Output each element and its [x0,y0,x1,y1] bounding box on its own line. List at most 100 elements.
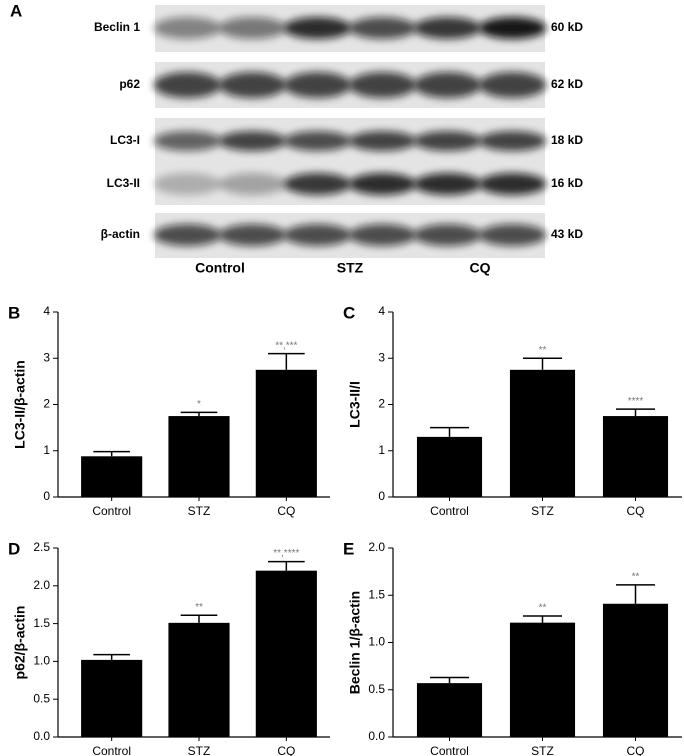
blot-band [283,173,352,195]
significance-label: **,**** [273,548,299,559]
bar [416,436,483,497]
blot-band [348,173,417,195]
blot-band [283,131,352,151]
significance-label: ** [195,602,203,613]
panel-label: C [343,303,355,322]
bar [255,570,317,737]
blot-band [218,224,287,246]
panel-label: E [343,539,354,558]
blot-band [348,224,417,246]
x-tick-label: STZ [188,744,211,756]
blot-band [153,224,222,246]
blot-band [413,72,482,98]
x-tick-label: CQ [277,744,295,756]
y-tick-label: 0.0 [368,729,385,743]
x-tick-label: CQ [627,504,645,518]
y-tick-label: 1.5 [33,616,50,630]
y-axis-label: p62/β-actin [12,606,28,680]
blot-row-label: β-actin [101,227,140,241]
blot-band [348,131,417,151]
blot-band [283,224,352,246]
blot-band [413,17,482,39]
bar [168,622,230,737]
blot-group-label: CQ [470,260,491,276]
bar [416,683,483,737]
blot-size-label: 16 kD [551,176,583,190]
y-tick-label: 0.5 [368,682,385,696]
blot-size-label: 43 kD [551,227,583,241]
significance-label: **** [628,396,644,407]
bar [602,416,669,497]
blot-band [218,173,287,195]
x-tick-label: Control [92,504,131,518]
significance-label: ** [632,571,640,582]
y-tick-label: 0 [43,489,50,503]
y-tick-label: 1.5 [368,587,385,601]
x-tick-label: CQ [627,744,645,756]
blot-band [153,17,222,39]
y-tick-label: 1 [378,443,385,457]
blot-band [478,224,547,246]
blot-band [478,17,547,39]
x-tick-label: CQ [277,504,295,518]
bar [81,456,143,497]
significance-label: ** [539,603,547,614]
blot-size-label: 18 kD [551,133,583,147]
x-tick-label: Control [92,744,131,756]
bar [509,622,576,737]
significance-label: **,*** [275,340,297,351]
y-tick-label: 0.5 [33,691,50,705]
x-tick-label: STZ [531,744,554,756]
blot-band [218,17,287,39]
blot-band [413,173,482,195]
blot-band [478,173,547,195]
blot-band [218,72,287,98]
x-tick-label: STZ [188,504,211,518]
x-tick-label: Control [430,504,469,518]
x-tick-label: Control [430,744,469,756]
bar [168,416,230,497]
y-axis-label: LC3-II/I [347,381,363,428]
y-tick-label: 3 [378,350,385,364]
blot-band [283,17,352,39]
blot-strip [155,118,545,205]
blot-row-label: Beclin 1 [94,20,140,34]
y-tick-label: 3 [43,350,50,364]
blot-band [413,131,482,151]
blot-row-label: LC3-II [107,176,140,190]
blot-band [218,131,287,151]
blot-group-label: Control [195,260,245,276]
y-tick-label: 2.5 [33,540,50,554]
blot-band [348,17,417,39]
y-tick-label: 0.0 [33,729,50,743]
bar [255,369,317,497]
significance-label: * [197,399,201,410]
y-tick-label: 1.0 [33,654,50,668]
blot-row-label: p62 [119,77,140,91]
y-tick-label: 1.0 [368,635,385,649]
blot-group-label: STZ [337,260,364,276]
blot-band [153,173,222,195]
blot-band [153,72,222,98]
y-tick-label: 2 [43,397,50,411]
blot-row-label: LC3-I [110,133,140,147]
bar [602,603,669,737]
y-axis-label: LC3-II/β-actin [12,360,28,449]
panel-label: D [8,539,20,558]
blot-size-label: 60 kD [551,20,583,34]
x-tick-label: STZ [531,504,554,518]
y-tick-label: 0 [378,489,385,503]
blot-band [348,72,417,98]
blot-band [478,72,547,98]
y-axis-label: Beclin 1/β-actin [347,591,363,694]
y-tick-label: 4 [378,304,385,318]
blot-band [283,72,352,98]
blot-band [478,131,547,151]
blot-band [153,131,222,151]
significance-label: ** [539,345,547,356]
y-tick-label: 4 [43,304,50,318]
y-tick-label: 2.0 [368,540,385,554]
bar [81,659,143,737]
y-tick-label: 2 [378,397,385,411]
